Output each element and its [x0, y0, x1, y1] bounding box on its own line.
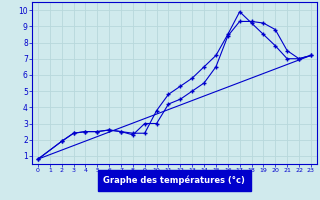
X-axis label: Graphe des températures (°c): Graphe des températures (°c) — [103, 176, 245, 185]
